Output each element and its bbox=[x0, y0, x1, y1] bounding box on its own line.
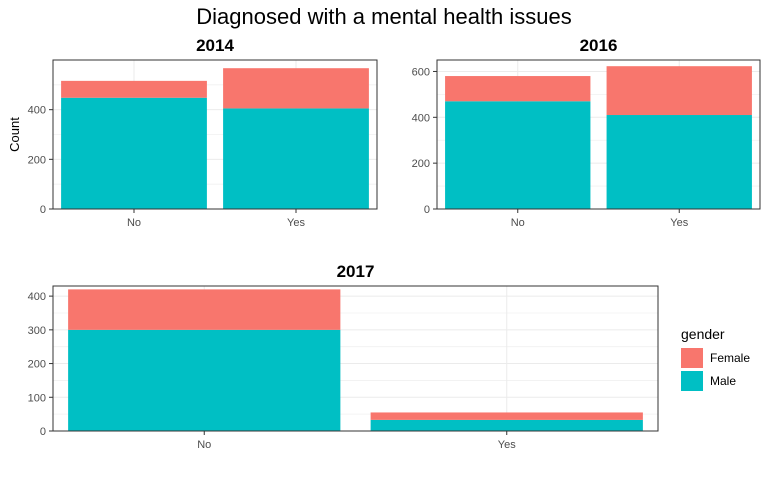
bar-no-female bbox=[445, 76, 591, 102]
x-tick-label: Yes bbox=[670, 217, 688, 229]
legend-label-male: Male bbox=[710, 374, 736, 388]
panel-border bbox=[52, 285, 659, 432]
y-tick-label: 200 bbox=[412, 158, 430, 170]
y-tick-label: 400 bbox=[412, 112, 430, 124]
legend-swatch-male bbox=[681, 371, 703, 391]
bar-no-female bbox=[61, 80, 207, 98]
bar-no-male bbox=[68, 329, 341, 431]
x-tick-label: Yes bbox=[287, 217, 305, 229]
panel-border bbox=[436, 59, 761, 210]
panel-border bbox=[52, 59, 378, 210]
y-tick-label: 100 bbox=[28, 392, 46, 404]
bar-yes-male bbox=[370, 419, 643, 431]
x-tick-label: No bbox=[511, 217, 525, 229]
panel-title: 2016 bbox=[580, 36, 618, 55]
x-tick-label: No bbox=[197, 439, 211, 451]
x-tick-label: Yes bbox=[498, 439, 516, 451]
legend-swatch-female bbox=[681, 348, 703, 368]
main-title: Diagnosed with a mental health issues bbox=[196, 4, 571, 29]
x-tick-label: No bbox=[127, 217, 141, 229]
legend-title: gender bbox=[681, 326, 725, 342]
bar-yes-female bbox=[370, 412, 643, 420]
y-tick-label: 0 bbox=[40, 426, 46, 438]
bar-yes-male bbox=[606, 115, 752, 209]
y-tick-label: 400 bbox=[28, 291, 46, 303]
bar-no-male bbox=[445, 101, 591, 209]
y-tick-label: 0 bbox=[40, 204, 46, 216]
y-axis-title: Count bbox=[7, 117, 22, 152]
bar-yes-female bbox=[606, 66, 752, 116]
panel-2014: 0 200 400 No Yes 2014 Count bbox=[7, 36, 378, 229]
y-tick-label: 600 bbox=[412, 66, 430, 78]
y-tick-label: 200 bbox=[28, 154, 46, 166]
legend: gender Female Male bbox=[681, 326, 750, 391]
y-tick-label: 0 bbox=[424, 204, 430, 216]
panel-2017: 0 100 200 300 400 No Yes 2017 bbox=[28, 262, 659, 451]
y-tick-label: 200 bbox=[28, 359, 46, 371]
bar-no-female bbox=[68, 289, 341, 330]
y-tick-label: 300 bbox=[28, 325, 46, 337]
panel-2016: 0 200 400 600 No Yes 2016 bbox=[412, 36, 761, 229]
legend-label-female: Female bbox=[710, 351, 750, 365]
panel-title: 2014 bbox=[196, 36, 234, 55]
bar-yes-female bbox=[223, 68, 369, 109]
y-tick-label: 400 bbox=[28, 105, 46, 117]
panel-title: 2017 bbox=[337, 262, 375, 281]
bar-yes-male bbox=[223, 108, 369, 209]
bar-no-male bbox=[61, 97, 207, 209]
